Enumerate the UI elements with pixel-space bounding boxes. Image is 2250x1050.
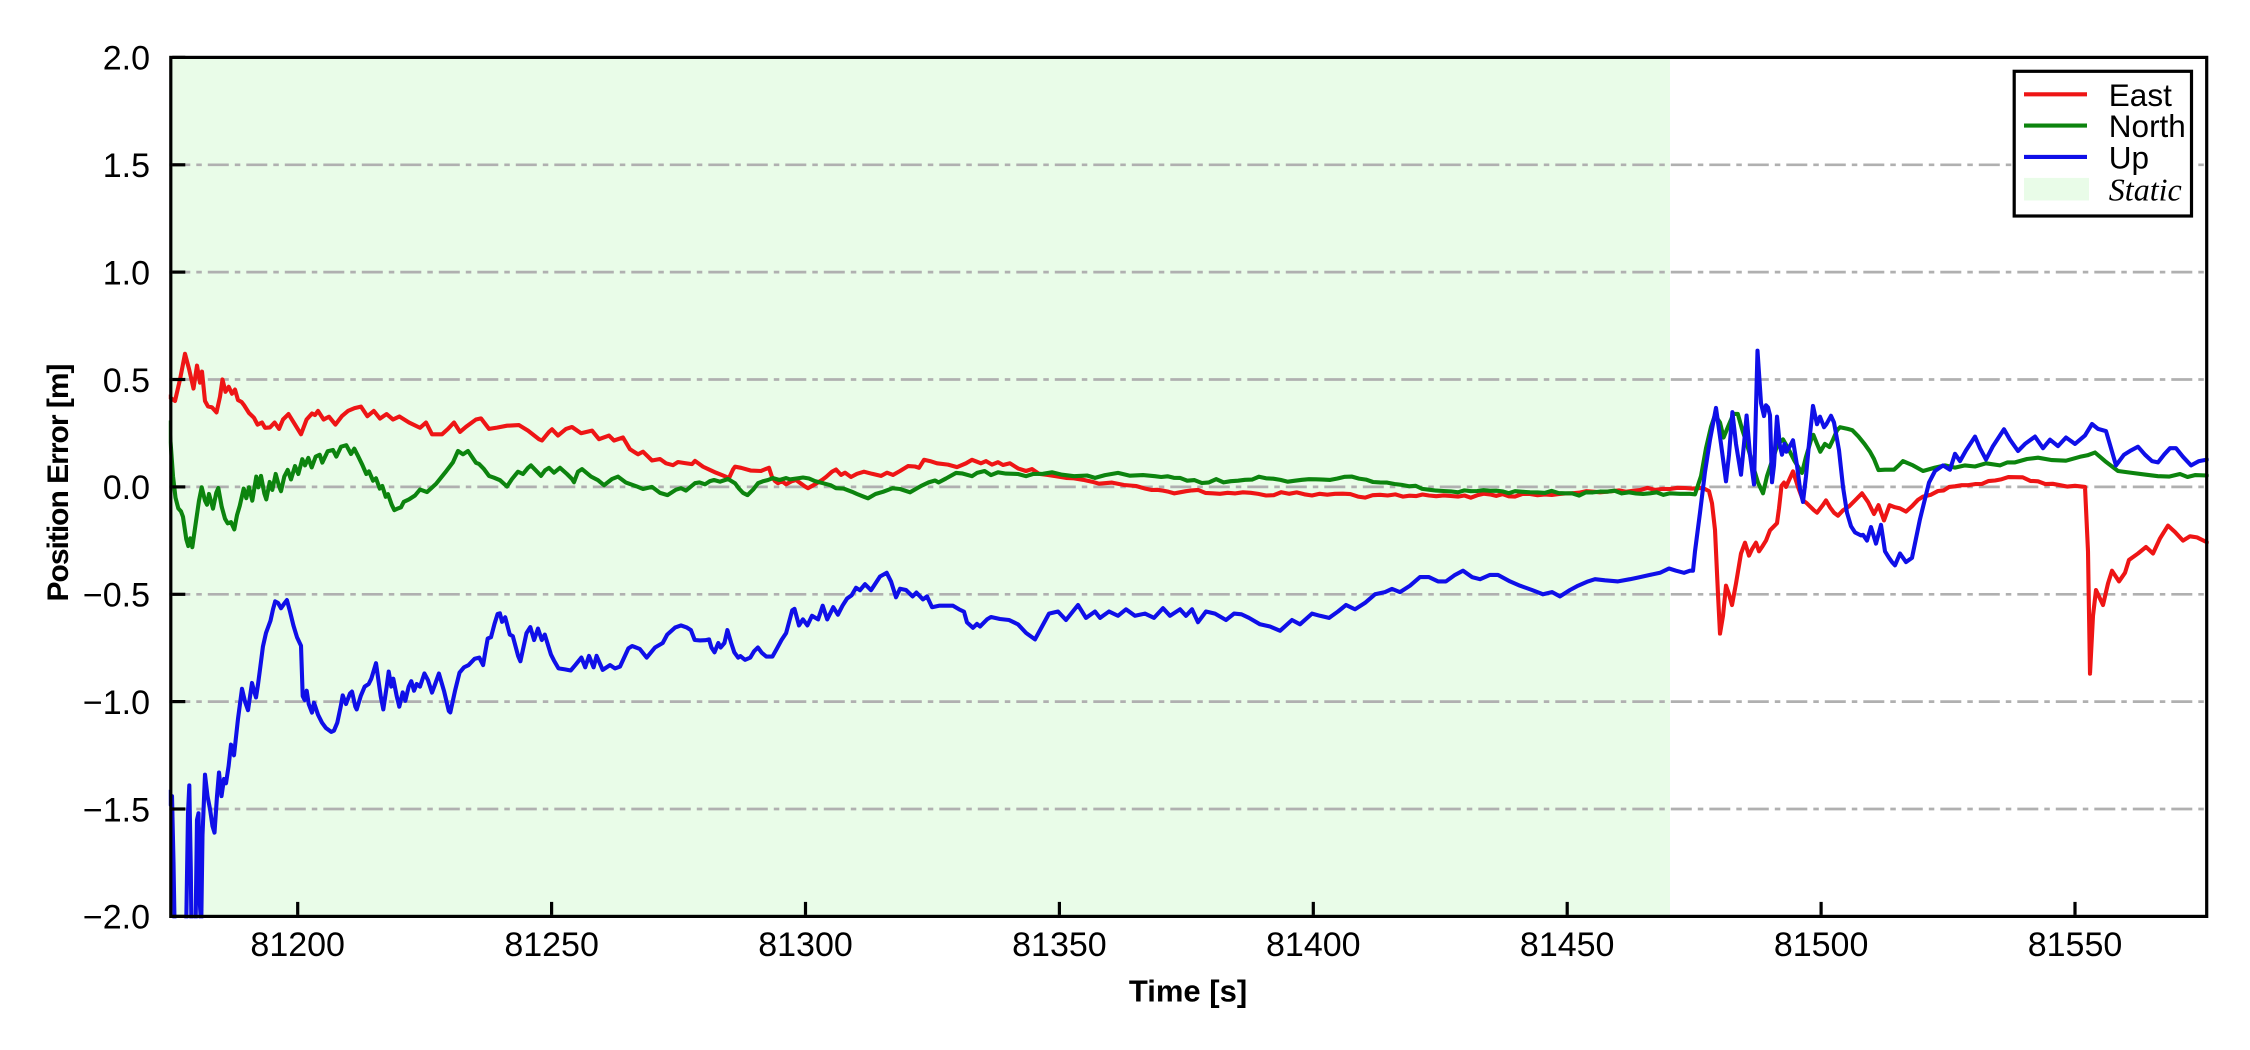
svg-text:81250: 81250 bbox=[504, 926, 599, 964]
svg-text:North: North bbox=[2109, 108, 2186, 144]
svg-text:0.5: 0.5 bbox=[103, 362, 150, 400]
svg-text:81450: 81450 bbox=[1520, 926, 1615, 964]
svg-text:81400: 81400 bbox=[1266, 926, 1361, 964]
svg-text:Time [s]: Time [s] bbox=[1129, 973, 1247, 1008]
svg-text:−1.0: −1.0 bbox=[83, 684, 150, 722]
svg-text:Static: Static bbox=[2109, 172, 2182, 208]
svg-text:81550: 81550 bbox=[2028, 926, 2123, 964]
svg-text:0.0: 0.0 bbox=[103, 469, 150, 507]
svg-text:−2.0: −2.0 bbox=[83, 899, 150, 937]
svg-text:2.0: 2.0 bbox=[103, 40, 150, 78]
svg-text:East: East bbox=[2109, 77, 2172, 113]
svg-text:1.5: 1.5 bbox=[103, 147, 150, 185]
svg-text:81500: 81500 bbox=[1774, 926, 1869, 964]
svg-text:81350: 81350 bbox=[1012, 926, 1107, 964]
svg-text:Position Error [m]: Position Error [m] bbox=[42, 364, 75, 601]
svg-text:1.0: 1.0 bbox=[103, 254, 150, 292]
svg-text:−0.5: −0.5 bbox=[83, 577, 150, 615]
svg-text:−1.5: −1.5 bbox=[83, 791, 150, 829]
svg-text:Up: Up bbox=[2109, 139, 2149, 175]
svg-text:81200: 81200 bbox=[250, 926, 345, 964]
svg-text:81300: 81300 bbox=[758, 926, 853, 964]
